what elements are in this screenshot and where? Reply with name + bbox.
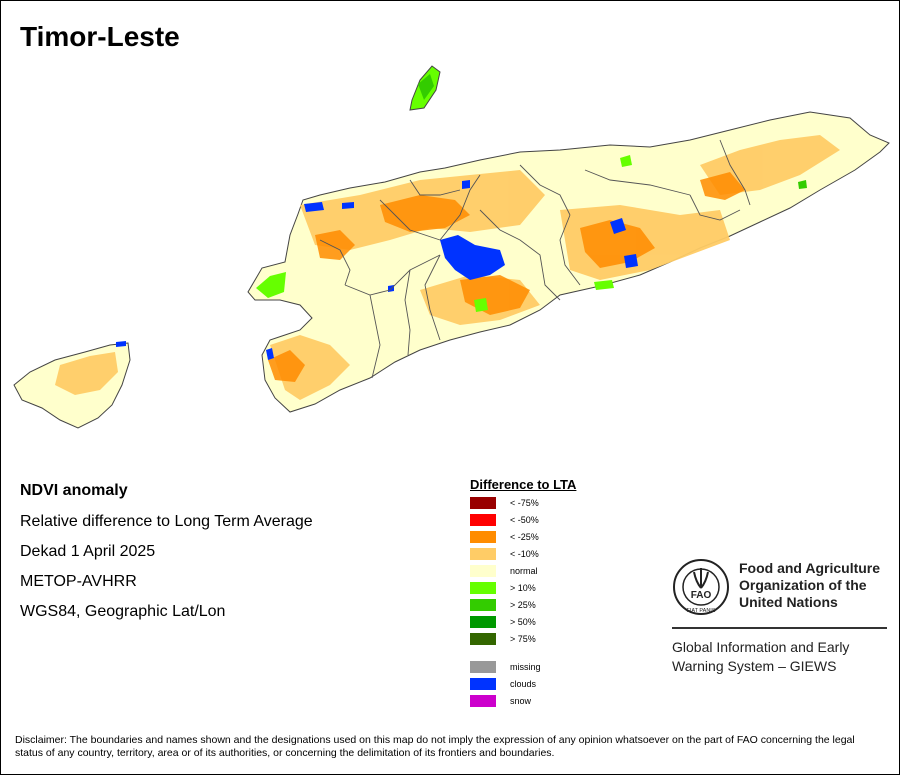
legend-label: > 25% xyxy=(510,600,536,610)
admin-boundaries xyxy=(319,139,751,379)
legend-swatch xyxy=(470,548,496,560)
fao-name-line-3: United Nations xyxy=(739,594,838,610)
info-description: Relative difference to Long Term Average xyxy=(20,513,313,530)
legend-label: < -25% xyxy=(510,532,539,542)
legend-label: snow xyxy=(510,696,532,706)
legend-title: Difference to LTA xyxy=(470,477,577,492)
fao-divider xyxy=(672,627,887,629)
info-date: Dekad 1 April 2025 xyxy=(20,543,156,560)
legend-label: < -10% xyxy=(510,549,539,559)
legend-label: < -75% xyxy=(510,498,539,508)
legend-label: normal xyxy=(510,566,538,576)
legend-swatch xyxy=(470,514,496,526)
disclaimer-text: Disclaimer: The boundaries and names sho… xyxy=(15,734,855,759)
legend-label: missing xyxy=(510,662,541,672)
fao-name-line-1: Food and Agriculture xyxy=(739,560,881,576)
info-projection: WGS84, Geographic Lat/Lon xyxy=(20,603,226,620)
legend-swatch xyxy=(470,582,496,594)
fao-name-line-2: Organization of the xyxy=(739,577,867,593)
legend-swatch xyxy=(470,633,496,645)
legend-swatch xyxy=(470,531,496,543)
map-title: Timor-Leste xyxy=(20,21,180,52)
cloud-cover-areas xyxy=(116,180,638,360)
map-canvas xyxy=(13,65,890,429)
giews-name: Global Information and Early Warning Sys… xyxy=(672,638,849,676)
legend-swatch xyxy=(470,616,496,628)
legend-label: > 10% xyxy=(510,583,536,593)
legend-swatch xyxy=(470,599,496,611)
info-sensor: METOP-AVHRR xyxy=(20,573,137,590)
legend-swatch xyxy=(470,565,496,577)
giews-line-1: Global Information and Early xyxy=(672,639,850,655)
fao-logo-motto: FIAT PANIS xyxy=(686,608,715,614)
fao-logo-icon: FAO FIAT PANIS xyxy=(673,559,729,615)
legend-label: > 75% xyxy=(510,634,536,644)
legend-swatch xyxy=(470,661,496,673)
fao-organization-name: Food and Agriculture Organization of the… xyxy=(739,560,880,611)
legend-swatch xyxy=(470,497,496,509)
legend-swatch xyxy=(470,678,496,690)
info-title: NDVI anomaly xyxy=(20,482,128,499)
giews-line-2: Warning System – GIEWS xyxy=(672,658,837,674)
legend-label: clouds xyxy=(510,679,537,689)
anomaly-above-10-areas xyxy=(256,74,807,312)
legend-label: < -50% xyxy=(510,515,539,525)
legend-swatch xyxy=(470,695,496,707)
fao-logo-text: FAO xyxy=(691,590,712,601)
legend-label: > 50% xyxy=(510,617,536,627)
